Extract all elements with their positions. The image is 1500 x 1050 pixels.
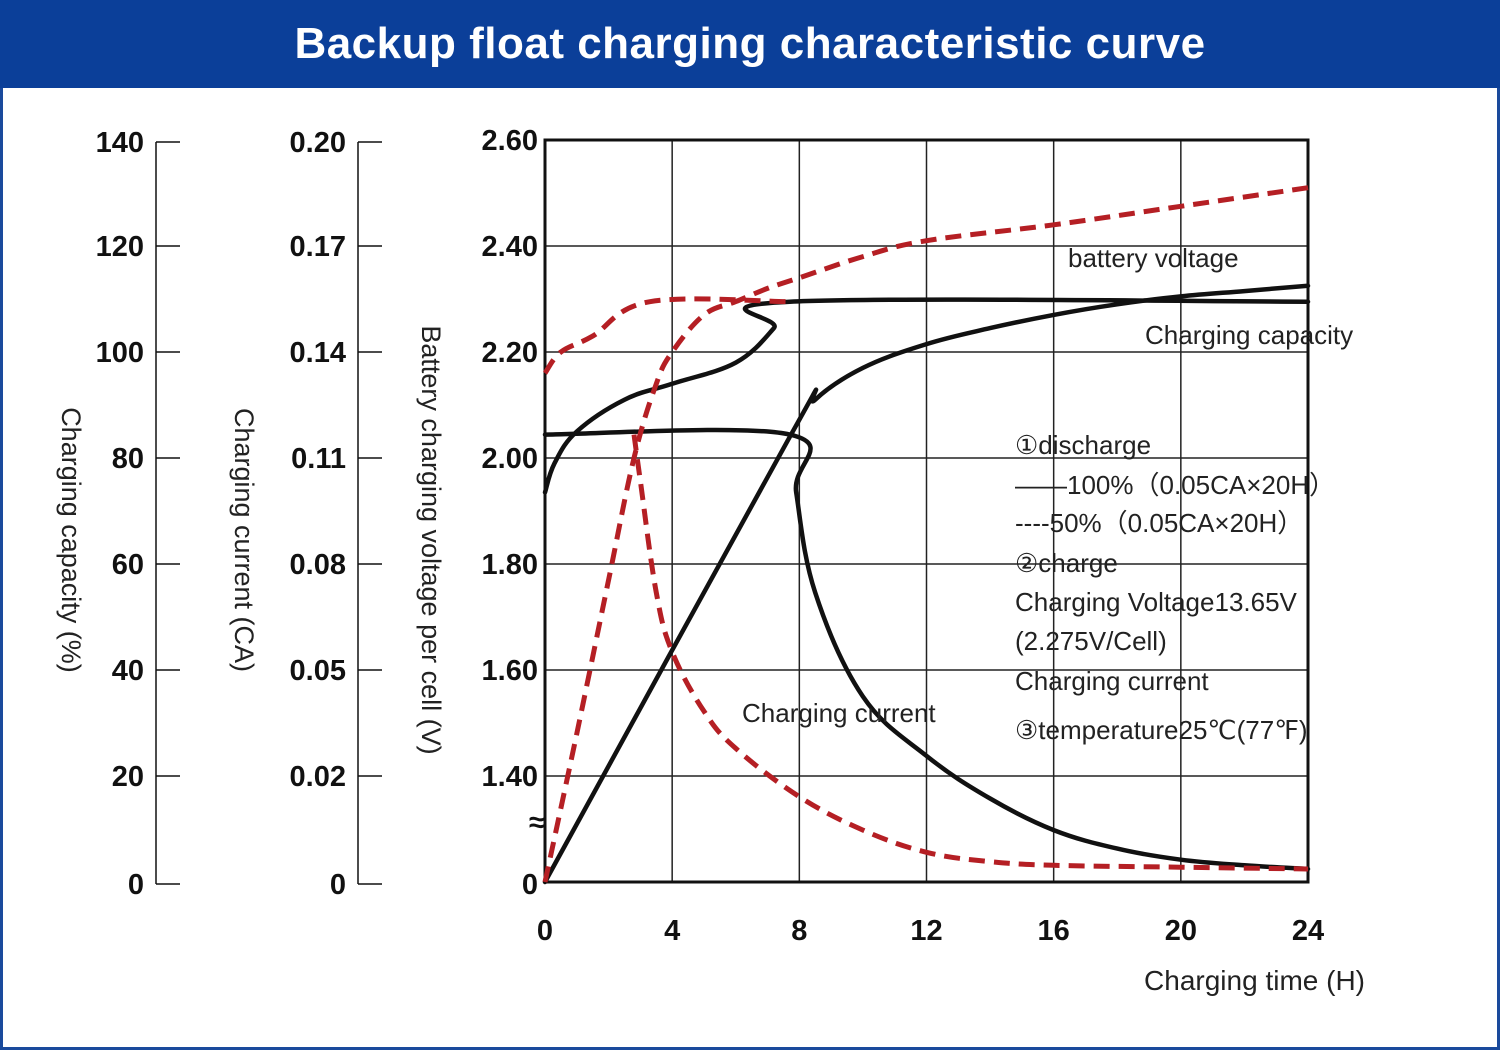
voltage-tick-label: 2.20 — [482, 337, 538, 369]
current-tick-label: 0.17 — [290, 231, 346, 263]
note-discharge: ①discharge — [1015, 430, 1151, 460]
series-layer — [542, 185, 1311, 885]
voltage-tick-label: 0 — [522, 869, 538, 901]
capacity-axis-label: Charging capacity (%) — [56, 407, 86, 673]
current-tick-label: 0.05 — [290, 655, 346, 687]
current-axis: 0 0.02 0.05 0.08 0.11 0.14 0.17 0.20 — [290, 127, 382, 901]
note-dashed-50: ----50%（0.05CA×20H） — [1015, 508, 1303, 538]
plot-border — [543, 138, 1310, 884]
note-charging-voltage: Charging Voltage13.65V — [1015, 587, 1298, 617]
voltage-tick-label: 2.60 — [482, 125, 538, 157]
voltage-tick-label: 2.00 — [482, 443, 538, 475]
capacity-tick-label: 80 — [112, 443, 144, 475]
voltage-axis: 0 1.40 1.60 1.80 2.00 2.20 2.40 2.60 — [482, 125, 538, 901]
capacity-tick-label: 60 — [112, 549, 144, 581]
voltage-axis-break: ≈ — [529, 807, 545, 839]
legend-notes: ①discharge ——100%（0.05CA×20H） ----50%（0.… — [1015, 430, 1335, 745]
current-tick-label: 0.14 — [290, 337, 346, 369]
series-dashed-charging-capacity — [542, 185, 1309, 883]
voltage-tick-label: 2.40 — [482, 231, 538, 263]
x-tick-label: 0 — [537, 915, 553, 947]
series-solid-battery-voltage — [542, 297, 1311, 495]
voltage-axis-label: Battery charging voltage per cell (V) — [416, 325, 446, 754]
x-tick-label: 20 — [1165, 915, 1197, 947]
capacity-tick-label: 40 — [112, 655, 144, 687]
capacity-tick-label: 0 — [128, 869, 144, 901]
title-bar: Backup float charging characteristic cur… — [0, 0, 1500, 88]
capacity-axis: 0 20 40 60 80 100 120 140 — [96, 127, 180, 901]
time-axis: 0 4 8 12 16 20 24 — [537, 915, 1324, 947]
note-charging-current: Charging current — [1015, 666, 1209, 696]
capacity-tick-label: 140 — [96, 127, 144, 159]
current-tick-label: 0 — [330, 869, 346, 901]
series-solid-charging-capacity — [542, 283, 1311, 885]
voltage-tick-label: 1.80 — [482, 549, 538, 581]
series-solid-charging-current — [542, 427, 1311, 872]
x-tick-label: 24 — [1292, 915, 1324, 947]
x-tick-label: 16 — [1038, 915, 1070, 947]
note-voltage-per-cell: (2.275V/Cell) — [1015, 626, 1167, 656]
capacity-tick-label: 100 — [96, 337, 144, 369]
voltage-tick-label: 1.40 — [482, 761, 538, 793]
note-temperature: ③temperature25℃(77℉) — [1015, 715, 1308, 745]
grid — [545, 140, 1308, 882]
curve-label-charging-capacity: Charging capacity — [1145, 320, 1353, 350]
capacity-tick-label: 120 — [96, 231, 144, 263]
curve-label-battery-voltage: battery voltage — [1068, 243, 1239, 273]
chart-title: Backup float charging characteristic cur… — [294, 19, 1206, 68]
current-tick-label: 0.02 — [290, 761, 346, 793]
curve-label-charging-current: Charging current — [742, 698, 936, 728]
capacity-tick-label: 20 — [112, 761, 144, 793]
current-tick-label: 0.11 — [291, 443, 346, 475]
current-axis-label: Charging current (CA) — [229, 408, 259, 672]
note-charge: ②charge — [1015, 548, 1118, 578]
note-solid-100: ——100%（0.05CA×20H） — [1015, 470, 1335, 500]
x-tick-label: 4 — [664, 915, 680, 947]
x-tick-label: 8 — [791, 915, 807, 947]
x-tick-label: 12 — [910, 915, 942, 947]
current-tick-label: 0.08 — [290, 549, 346, 581]
current-tick-label: 0.20 — [290, 127, 346, 159]
x-axis-label: Charging time (H) — [1144, 965, 1365, 996]
series-dashed-charging-current — [631, 434, 1309, 872]
voltage-tick-label: 1.60 — [482, 655, 538, 687]
